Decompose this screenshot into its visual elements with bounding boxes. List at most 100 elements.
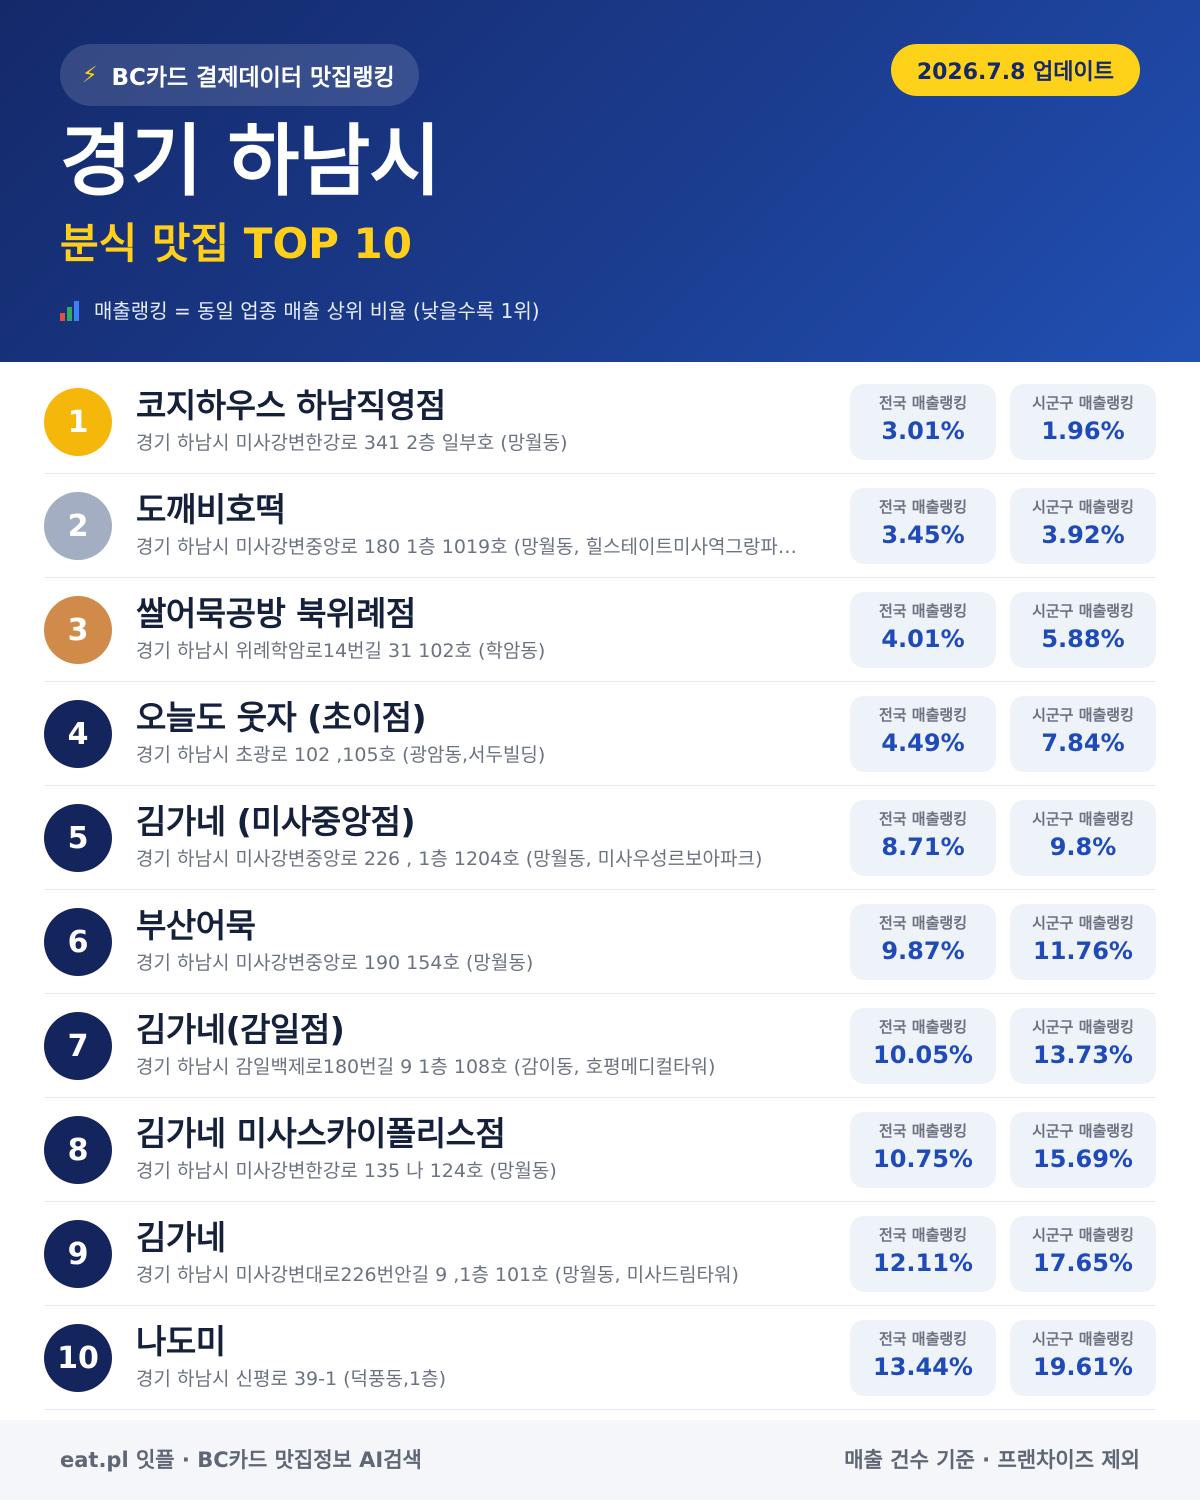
restaurant-address: 경기 하남시 미사강변중앙로 190 154호 (망월동): [136, 952, 534, 974]
national-ranking-value: 4.01%: [881, 625, 965, 653]
local-ranking-label: 시군구 매출랭킹: [1032, 706, 1134, 724]
local-ranking-box: 시군구 매출랭킹 7.84%: [1010, 696, 1156, 772]
ranking-row[interactable]: 8 김가네 미사스카이폴리스점 경기 하남시 미사강변한강로 135 나 124…: [44, 1098, 1156, 1202]
footer-source: eat.pl 잇플 · BC카드 맛집정보 AI검색: [60, 1448, 422, 1472]
bar-chart-icon: [60, 301, 82, 321]
restaurant-name: 부산어묵: [136, 906, 256, 945]
national-ranking-value: 9.87%: [881, 937, 965, 965]
local-ranking-label: 시군구 매출랭킹: [1032, 1330, 1134, 1348]
local-ranking-label: 시군구 매출랭킹: [1032, 602, 1134, 620]
national-ranking-value: 12.11%: [873, 1249, 973, 1277]
national-ranking-value: 10.75%: [873, 1145, 973, 1173]
national-ranking-label: 전국 매출랭킹: [878, 914, 968, 932]
rank-badge: 4: [44, 700, 112, 768]
local-ranking-value: 5.88%: [1041, 625, 1125, 653]
restaurant-name: 김가네: [136, 1218, 226, 1257]
rank-badge: 9: [44, 1220, 112, 1288]
legend-text: 매출랭킹 = 동일 업종 매출 상위 비율 (낮을수록 1위): [94, 299, 540, 323]
national-ranking-label: 전국 매출랭킹: [878, 394, 968, 412]
city-title: 경기 하남시: [60, 117, 441, 207]
restaurant-address: 경기 하남시 초광로 102 ,105호 (광암동,서두빌딩): [136, 744, 546, 766]
ranking-list: 1 코지하우스 하남직영점 경기 하남시 미사강변한강로 341 2층 일부호 …: [44, 370, 1156, 1410]
restaurant-address: 경기 하남시 위례학암로14번길 31 102호 (학암동): [136, 640, 546, 662]
ranking-row[interactable]: 6 부산어묵 경기 하남시 미사강변중앙로 190 154호 (망월동) 전국 …: [44, 890, 1156, 994]
local-ranking-value: 13.73%: [1033, 1041, 1133, 1069]
national-ranking-label: 전국 매출랭킹: [878, 810, 968, 828]
rank-badge: 7: [44, 1012, 112, 1080]
local-ranking-value: 3.92%: [1041, 521, 1125, 549]
local-ranking-label: 시군구 매출랭킹: [1032, 498, 1134, 516]
local-ranking-label: 시군구 매출랭킹: [1032, 1018, 1134, 1036]
local-ranking-value: 7.84%: [1041, 729, 1125, 757]
national-ranking-value: 8.71%: [881, 833, 965, 861]
restaurant-address: 경기 하남시 미사강변대로226번안길 9 ,1층 101호 (망월동, 미사드…: [136, 1264, 739, 1286]
brand-pill: ⚡ BC카드 결제데이터 맛집랭킹: [60, 44, 419, 106]
restaurant-address: 경기 하남시 미사강변한강로 341 2층 일부호 (망월동): [136, 432, 568, 454]
local-ranking-label: 시군구 매출랭킹: [1032, 1122, 1134, 1140]
national-ranking-value: 3.01%: [881, 417, 965, 445]
national-ranking-value: 4.49%: [881, 729, 965, 757]
restaurant-name: 김가네 미사스카이폴리스점: [136, 1114, 506, 1153]
local-ranking-value: 15.69%: [1033, 1145, 1133, 1173]
restaurant-name: 쌀어묵공방 북위례점: [136, 594, 416, 633]
national-ranking-box: 전국 매출랭킹 10.05%: [850, 1008, 996, 1084]
rank-badge: 8: [44, 1116, 112, 1184]
lightning-bolt-icon: ⚡: [82, 62, 98, 88]
ranking-legend: 매출랭킹 = 동일 업종 매출 상위 비율 (낮을수록 1위): [60, 294, 540, 328]
brand-label: BC카드 결제데이터 맛집랭킹: [111, 65, 395, 91]
ranking-row[interactable]: 4 오늘도 웃자 (초이점) 경기 하남시 초광로 102 ,105호 (광암동…: [44, 682, 1156, 786]
rank-badge: 5: [44, 804, 112, 872]
national-ranking-box: 전국 매출랭킹 3.45%: [850, 488, 996, 564]
national-ranking-label: 전국 매출랭킹: [878, 1122, 968, 1140]
footer-note: 매출 건수 기준 · 프랜차이즈 제외: [844, 1448, 1140, 1472]
local-ranking-box: 시군구 매출랭킹 19.61%: [1010, 1320, 1156, 1396]
local-ranking-box: 시군구 매출랭킹 9.8%: [1010, 800, 1156, 876]
restaurant-name: 나도미: [136, 1322, 226, 1361]
local-ranking-label: 시군구 매출랭킹: [1032, 914, 1134, 932]
ranking-row[interactable]: 10 나도미 경기 하남시 신평로 39-1 (덕풍동,1층) 전국 매출랭킹 …: [44, 1306, 1156, 1410]
restaurant-address: 경기 하남시 감일백제로180번길 9 1층 108호 (감이동, 호평메디컬타…: [136, 1056, 716, 1078]
national-ranking-label: 전국 매출랭킹: [878, 498, 968, 516]
local-ranking-value: 11.76%: [1033, 937, 1133, 965]
header-banner: ⚡ BC카드 결제데이터 맛집랭킹 2026.7.8 업데이트 경기 하남시 분…: [0, 0, 1200, 362]
ranking-row[interactable]: 7 김가네(감일점) 경기 하남시 감일백제로180번길 9 1층 108호 (…: [44, 994, 1156, 1098]
national-ranking-label: 전국 매출랭킹: [878, 1226, 968, 1244]
restaurant-name: 도깨비호떡: [136, 490, 286, 529]
national-ranking-box: 전국 매출랭킹 3.01%: [850, 384, 996, 460]
rank-badge: 3: [44, 596, 112, 664]
national-ranking-box: 전국 매출랭킹 4.01%: [850, 592, 996, 668]
rank-badge: 2: [44, 492, 112, 560]
local-ranking-box: 시군구 매출랭킹 17.65%: [1010, 1216, 1156, 1292]
local-ranking-box: 시군구 매출랭킹 3.92%: [1010, 488, 1156, 564]
local-ranking-value: 1.96%: [1041, 417, 1125, 445]
local-ranking-box: 시군구 매출랭킹 11.76%: [1010, 904, 1156, 980]
national-ranking-box: 전국 매출랭킹 13.44%: [850, 1320, 996, 1396]
category-title: 분식 맛집 TOP 10: [60, 219, 413, 268]
local-ranking-box: 시군구 매출랭킹 1.96%: [1010, 384, 1156, 460]
national-ranking-box: 전국 매출랭킹 9.87%: [850, 904, 996, 980]
national-ranking-label: 전국 매출랭킹: [878, 706, 968, 724]
rank-badge: 6: [44, 908, 112, 976]
ranking-row[interactable]: 5 김가네 (미사중앙점) 경기 하남시 미사강변중앙로 226 , 1층 12…: [44, 786, 1156, 890]
local-ranking-label: 시군구 매출랭킹: [1032, 394, 1134, 412]
restaurant-address: 경기 하남시 미사강변한강로 135 나 124호 (망월동): [136, 1160, 557, 1182]
local-ranking-box: 시군구 매출랭킹 13.73%: [1010, 1008, 1156, 1084]
national-ranking-box: 전국 매출랭킹 8.71%: [850, 800, 996, 876]
restaurant-address: 경기 하남시 신평로 39-1 (덕풍동,1층): [136, 1368, 446, 1390]
footer: eat.pl 잇플 · BC카드 맛집정보 AI검색 매출 건수 기준 · 프랜…: [0, 1420, 1200, 1500]
restaurant-name: 김가네(감일점): [136, 1010, 345, 1049]
update-date-badge: 2026.7.8 업데이트: [890, 44, 1140, 96]
ranking-row[interactable]: 1 코지하우스 하남직영점 경기 하남시 미사강변한강로 341 2층 일부호 …: [44, 370, 1156, 474]
local-ranking-value: 19.61%: [1033, 1353, 1133, 1381]
restaurant-name: 김가네 (미사중앙점): [136, 802, 416, 841]
ranking-row[interactable]: 3 쌀어묵공방 북위례점 경기 하남시 위례학암로14번길 31 102호 (학…: [44, 578, 1156, 682]
national-ranking-box: 전국 매출랭킹 12.11%: [850, 1216, 996, 1292]
ranking-row[interactable]: 2 도깨비호떡 경기 하남시 미사강변중앙로 180 1층 1019호 (망월동…: [44, 474, 1156, 578]
ranking-row[interactable]: 9 김가네 경기 하남시 미사강변대로226번안길 9 ,1층 101호 (망월…: [44, 1202, 1156, 1306]
local-ranking-box: 시군구 매출랭킹 15.69%: [1010, 1112, 1156, 1188]
national-ranking-value: 10.05%: [873, 1041, 973, 1069]
local-ranking-value: 9.8%: [1049, 833, 1117, 861]
national-ranking-value: 13.44%: [873, 1353, 973, 1381]
national-ranking-label: 전국 매출랭킹: [878, 602, 968, 620]
restaurant-name: 오늘도 웃자 (초이점): [136, 698, 427, 737]
